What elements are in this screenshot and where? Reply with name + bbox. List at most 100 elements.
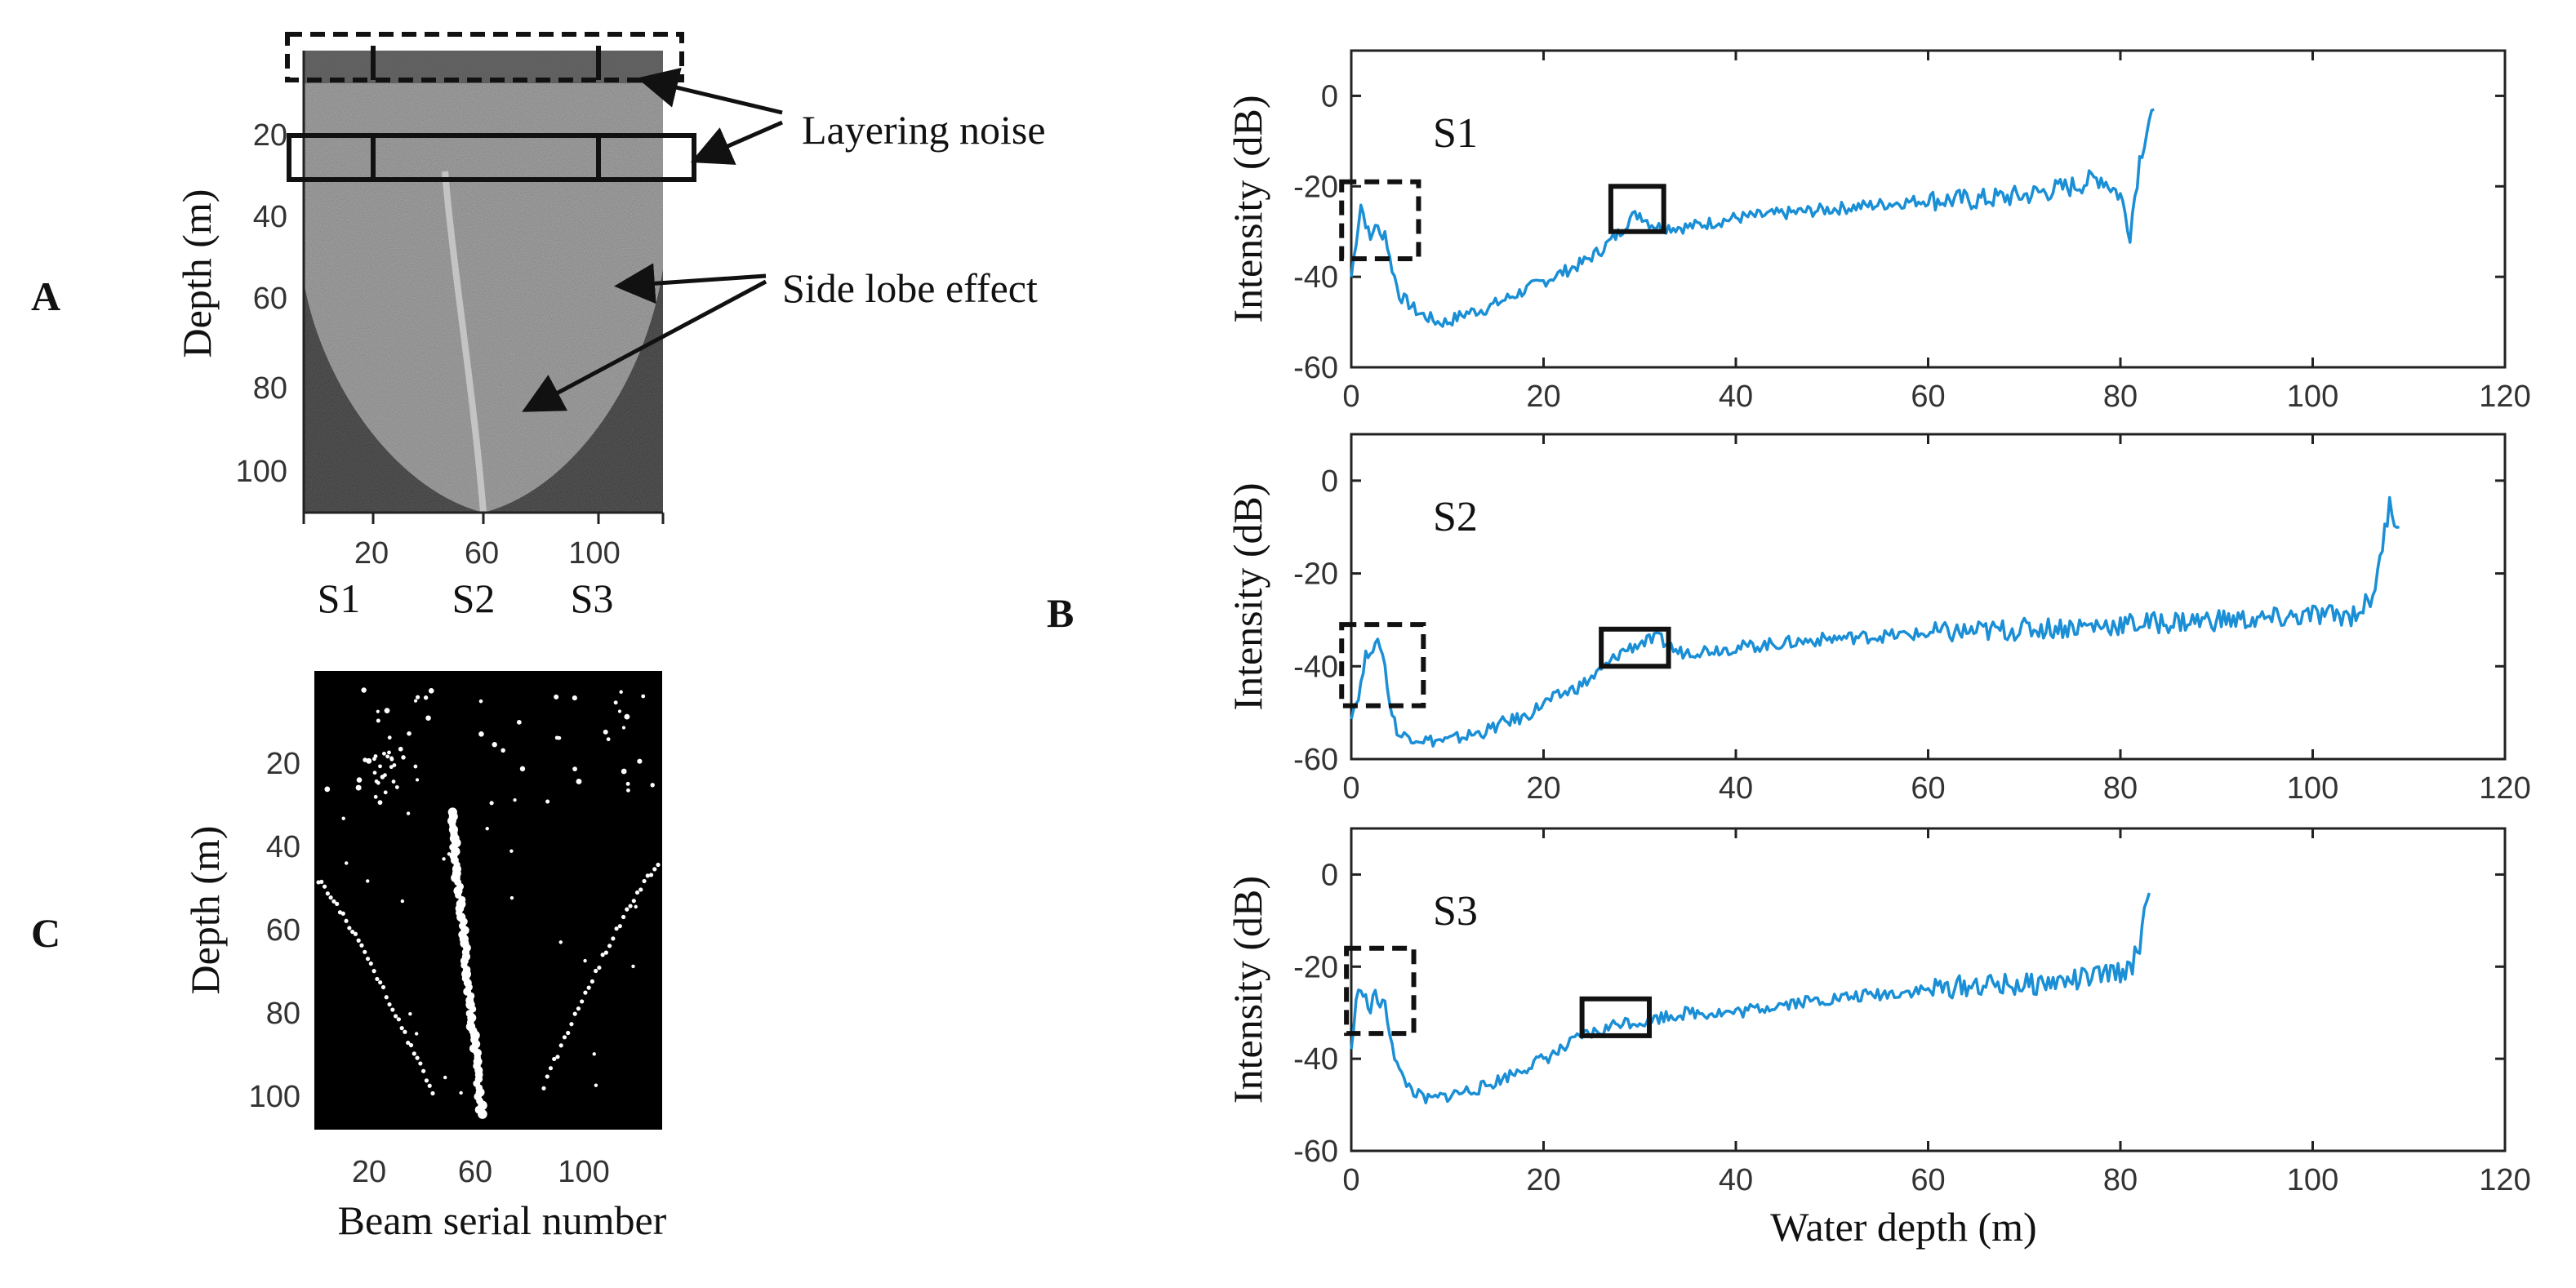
chart-title: S1 (1433, 110, 1478, 157)
layering-noise-arrow (637, 67, 783, 115)
layering-noise-label: Layering noise (802, 107, 1046, 153)
detection-point (398, 746, 403, 752)
chart-s3: 0 20 40 60 80 100 120 0 -20 -40 -60 Intensity (dB) S… (1225, 827, 2531, 1250)
series-line-s3 (1350, 892, 2151, 1104)
panel-c-y-tick-label: 20 (266, 747, 300, 781)
detection-point (625, 907, 630, 912)
dashed-highlight-box (1339, 179, 1421, 261)
panel-letter-a: A (31, 273, 60, 319)
chart-s2: 0 20 40 60 80 100 120 0 -20 -40 -60 Intensity (dB) S… (1225, 433, 2531, 806)
detection-point (376, 709, 380, 713)
panel-a-y-axis-label: Depth (m) (174, 189, 220, 358)
y-axis-label: Intensity (dB) (1225, 95, 1270, 322)
x-tick-label: 60 (1911, 380, 1945, 414)
detection-point (361, 687, 367, 693)
panel-c-x-tick-label: 60 (458, 1155, 492, 1189)
panel-a: 20 60 100 20 40 60 80 100 Depth (m) S1 S… (174, 32, 1046, 621)
detection-point (566, 1030, 571, 1036)
detection-point (385, 754, 390, 759)
detection-point (344, 918, 349, 923)
chart-title: S2 (1433, 494, 1478, 540)
dashed-highlight-box (1339, 622, 1426, 708)
x-tick-label: 100 (2287, 1163, 2338, 1197)
detection-point (415, 1055, 420, 1060)
detection-point (478, 699, 483, 704)
detection-point (558, 940, 563, 944)
panel-c-x-tick-label: 20 (352, 1155, 386, 1189)
detection-point (319, 879, 324, 885)
detection-point (341, 816, 345, 820)
section-label-s3: S3 (571, 575, 614, 621)
detection-point (485, 826, 489, 831)
x-tick-label: 40 (1719, 1163, 1753, 1197)
detection-point (424, 1078, 429, 1083)
detection-point (394, 785, 399, 789)
y-tick-label: 0 (1321, 79, 1338, 113)
y-axis-label: Intensity (dB) (1225, 876, 1270, 1104)
detection-point (396, 1017, 401, 1022)
detection-point (403, 1029, 407, 1034)
x-tick-label: 80 (2103, 1163, 2138, 1197)
detection-point (650, 783, 655, 788)
panel-a-y-tick-label: 40 (253, 200, 287, 234)
detection-point (324, 786, 331, 793)
detection-point (554, 694, 559, 700)
y-tick-label: -40 (1293, 1042, 1338, 1077)
detection-point (447, 852, 452, 856)
detection-point (656, 862, 661, 868)
detection-point (548, 1066, 554, 1071)
y-tick-label: -60 (1293, 351, 1338, 385)
detection-point (637, 758, 643, 764)
detection-point (638, 887, 643, 892)
detection-point (406, 1040, 411, 1046)
detection-point (621, 914, 626, 920)
detection-point (421, 1068, 426, 1073)
detection-point (580, 999, 585, 1004)
detection-point (372, 771, 377, 775)
detection-point (443, 1075, 447, 1080)
detection-point (621, 768, 627, 775)
detection-point (603, 950, 608, 955)
detection-point (613, 700, 618, 705)
detection-point (572, 766, 577, 771)
panel-c-image-background (314, 671, 662, 1130)
detection-point (407, 731, 412, 736)
detection-point (412, 1051, 416, 1056)
detection-point (552, 1056, 557, 1062)
detection-point (340, 911, 345, 916)
detection-point (586, 985, 591, 990)
detection-point (509, 895, 514, 900)
solid-highlight-box (1608, 184, 1666, 234)
x-tick-label: 100 (2287, 771, 2338, 806)
detection-point (428, 688, 434, 694)
panel-a-nadir-line (442, 171, 487, 513)
detection-point (619, 690, 623, 694)
panel-a-x-tick-label: 60 (465, 536, 499, 571)
x-tick-label: 40 (1719, 380, 1753, 414)
plot-frame (1350, 49, 2507, 369)
detection-point (478, 731, 484, 737)
detection-point (418, 1061, 423, 1066)
detection-point (642, 878, 647, 884)
detection-point (652, 867, 657, 872)
detection-point (606, 737, 611, 742)
detection-point (617, 924, 622, 929)
detection-point (414, 1032, 419, 1036)
detection-point (389, 765, 394, 770)
y-tick-label: -20 (1293, 950, 1338, 984)
detection-point (541, 1086, 546, 1090)
panel-a-y-tick-label: 60 (253, 282, 287, 316)
detection-point (509, 849, 514, 853)
detection-point (325, 891, 330, 896)
detection-point (634, 904, 638, 909)
detection-point (366, 757, 372, 764)
layering-noise-dashed-box (285, 32, 684, 82)
detection-point (489, 801, 494, 806)
detection-point (376, 718, 380, 723)
detection-point (634, 890, 640, 895)
detection-point (374, 779, 379, 784)
detection-point (384, 708, 390, 714)
detection-point (583, 958, 587, 963)
detection-point (614, 926, 619, 931)
